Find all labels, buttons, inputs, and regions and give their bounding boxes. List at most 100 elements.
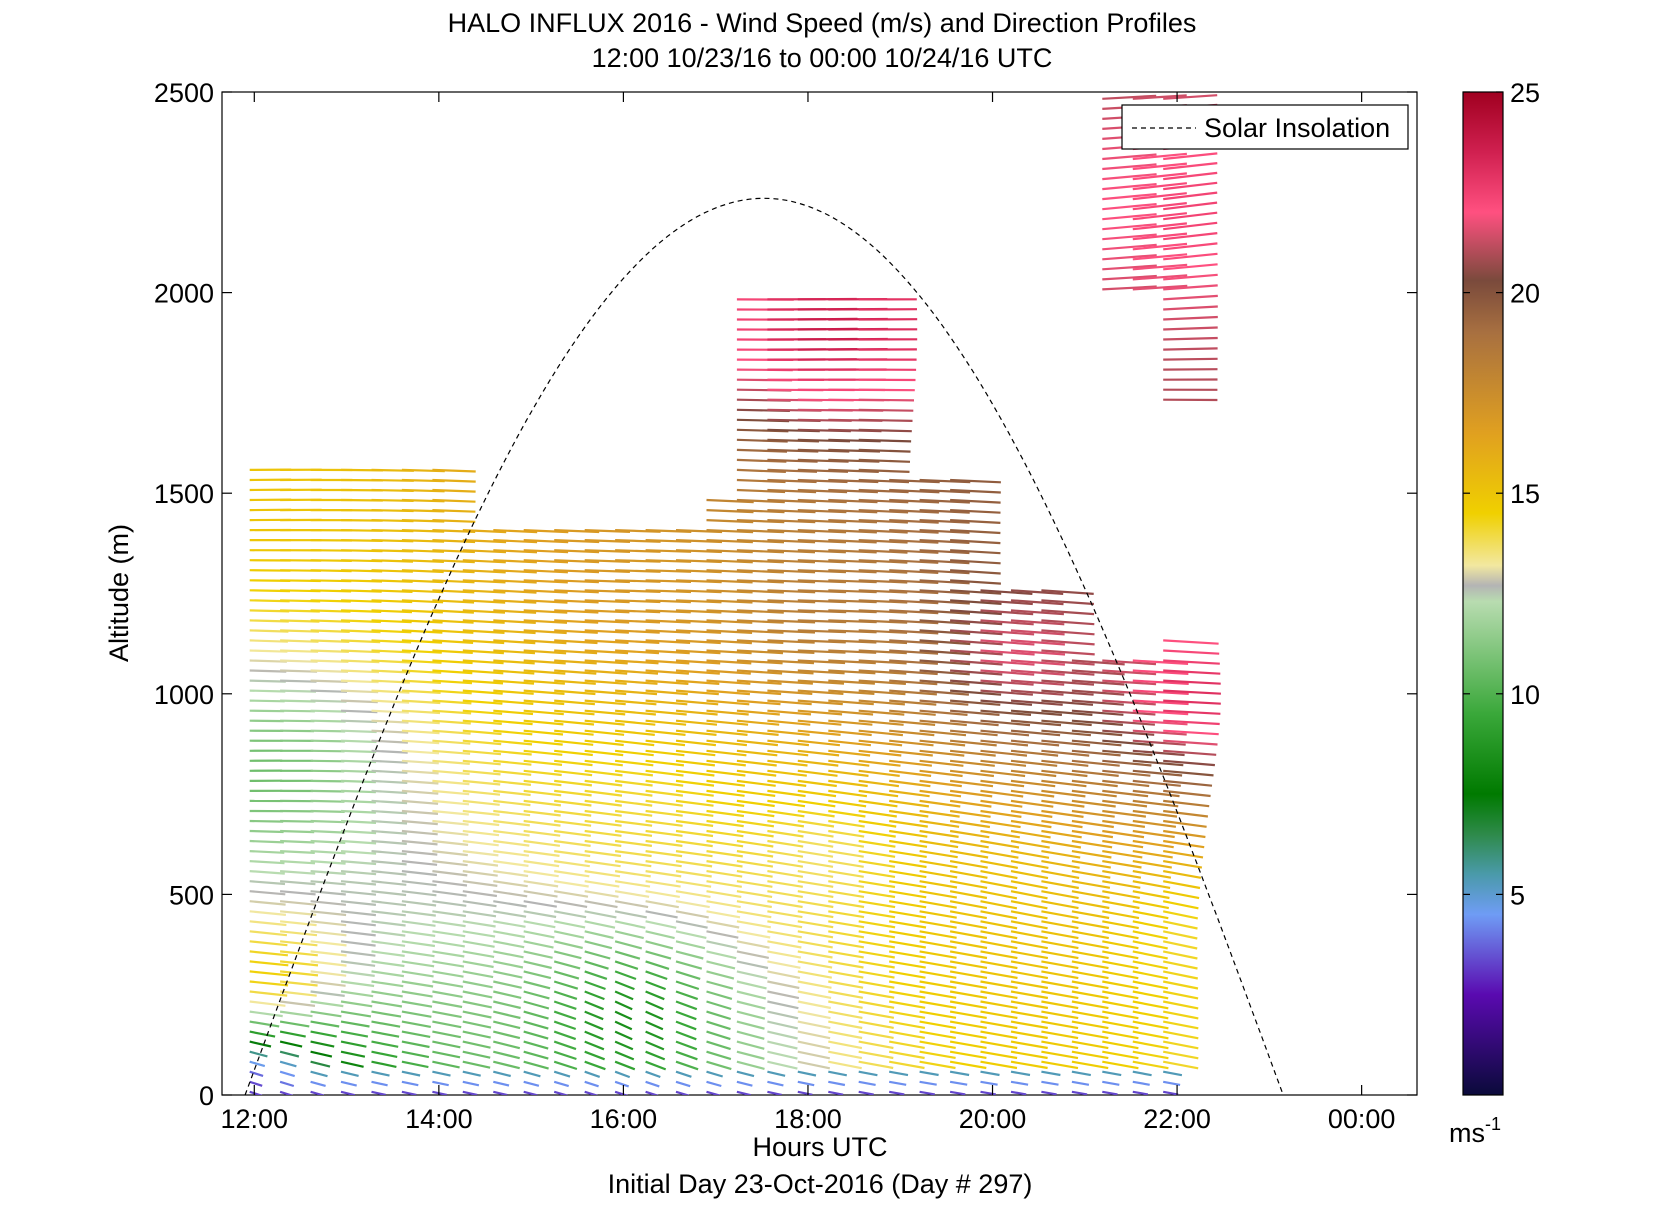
wind-arrow xyxy=(523,579,568,584)
wind-arrow xyxy=(553,1060,578,1071)
wind-arrow xyxy=(736,609,784,614)
wind-arrow xyxy=(1102,1000,1139,1010)
wind-arrow xyxy=(919,870,958,879)
wind-arrow xyxy=(889,940,926,949)
colorbar-tick-label: 10 xyxy=(1510,680,1540,710)
wind-arrow xyxy=(615,649,660,655)
wind-arrow xyxy=(249,900,286,906)
wind-arrow xyxy=(919,880,958,889)
wind-arrow xyxy=(889,1070,909,1077)
wind-arrow xyxy=(828,1070,848,1077)
wind-arrow xyxy=(1102,850,1143,859)
wind-arrow xyxy=(554,699,595,706)
wind-arrow xyxy=(889,619,939,625)
wind-arrow xyxy=(645,960,670,970)
colorbar-units-label: ms-1 xyxy=(1449,1114,1501,1148)
wind-arrow xyxy=(858,579,908,584)
wind-arrow xyxy=(767,769,807,777)
wind-arrow xyxy=(1010,870,1049,880)
wind-arrow xyxy=(980,930,1018,940)
wind-arrow xyxy=(584,850,622,858)
wind-arrow xyxy=(980,990,1018,1000)
wind-arrow xyxy=(1010,980,1049,990)
wind-arrow xyxy=(858,418,913,422)
legend: Solar Insolation xyxy=(1121,104,1409,150)
wind-arrow xyxy=(767,839,804,848)
wind-arrow xyxy=(919,619,971,625)
wind-arrow xyxy=(858,880,896,889)
wind-arrow xyxy=(858,559,908,564)
wind-arrow xyxy=(828,860,864,868)
wind-arrow xyxy=(340,1090,356,1095)
wind-arrow xyxy=(1041,589,1094,595)
wind-arrow xyxy=(279,920,317,927)
colorbar-tick-label: 15 xyxy=(1510,479,1540,509)
wind-arrow xyxy=(889,1040,925,1049)
wind-arrow xyxy=(371,729,409,734)
wind-arrow xyxy=(1162,1010,1199,1020)
wind-arrow xyxy=(614,970,637,981)
wind-arrow xyxy=(584,799,622,807)
wind-arrow xyxy=(949,910,988,920)
wind-arrow xyxy=(554,709,595,716)
wind-arrow xyxy=(675,689,719,696)
wind-arrow xyxy=(828,549,877,554)
wind-arrow xyxy=(523,890,558,898)
wind-arrow xyxy=(432,749,471,755)
wind-arrow xyxy=(462,920,496,928)
wind-arrow xyxy=(980,769,1026,778)
wind-arrow xyxy=(371,609,413,614)
wind-arrow xyxy=(584,1060,606,1071)
wind-arrow xyxy=(767,498,816,504)
wind-arrow xyxy=(553,980,579,990)
wind-arrow xyxy=(950,569,1001,575)
wind-arrow xyxy=(493,1060,520,1070)
wind-arrow xyxy=(1071,679,1125,686)
wind-arrow xyxy=(1132,729,1187,736)
wind-arrow xyxy=(310,709,347,713)
wind-arrow xyxy=(736,960,769,970)
wind-arrow xyxy=(462,839,499,847)
wind-arrow xyxy=(828,1090,844,1095)
wind-arrow xyxy=(980,1000,1018,1010)
wind-arrow xyxy=(523,1030,549,1040)
wind-arrow xyxy=(462,699,503,705)
wind-arrow xyxy=(1163,152,1218,161)
wind-arrow xyxy=(432,880,468,887)
wind-arrow xyxy=(1132,1020,1169,1030)
wind-arrow xyxy=(767,930,802,939)
wind-arrow xyxy=(554,880,589,888)
wind-arrow xyxy=(310,719,346,723)
figure-footer: Initial Day 23-Oct-2016 (Day # 297) xyxy=(608,1169,1033,1199)
wind-arrow xyxy=(523,569,568,574)
colorbar-units-exponent: -1 xyxy=(1485,1114,1501,1134)
wind-arrow xyxy=(706,1040,731,1051)
wind-arrow xyxy=(797,759,839,767)
wind-arrow xyxy=(797,920,834,929)
wind-arrow xyxy=(858,639,908,645)
wind-arrow xyxy=(736,839,774,848)
wind-arrow xyxy=(950,649,1003,656)
wind-arrow xyxy=(1132,920,1169,930)
wind-arrow xyxy=(249,920,287,927)
wind-arrow xyxy=(949,890,988,900)
wind-arrow xyxy=(706,659,752,665)
wind-arrow xyxy=(1102,729,1155,736)
wind-arrow xyxy=(980,829,1020,839)
wind-arrow xyxy=(1041,759,1089,767)
wind-arrow xyxy=(1041,839,1082,849)
wind-arrow xyxy=(828,1050,863,1060)
wind-arrow xyxy=(401,850,438,856)
wind-arrow xyxy=(675,749,716,757)
wind-arrow xyxy=(675,910,709,919)
wind-arrow xyxy=(706,549,753,554)
wind-arrow xyxy=(889,1060,925,1070)
wind-arrow xyxy=(1163,191,1218,201)
wind-arrow xyxy=(554,629,598,634)
wind-arrow xyxy=(554,809,592,817)
wind-arrow xyxy=(645,759,685,767)
wind-arrow xyxy=(889,749,933,757)
wind-arrow xyxy=(645,829,683,837)
wind-arrow xyxy=(1163,263,1218,271)
